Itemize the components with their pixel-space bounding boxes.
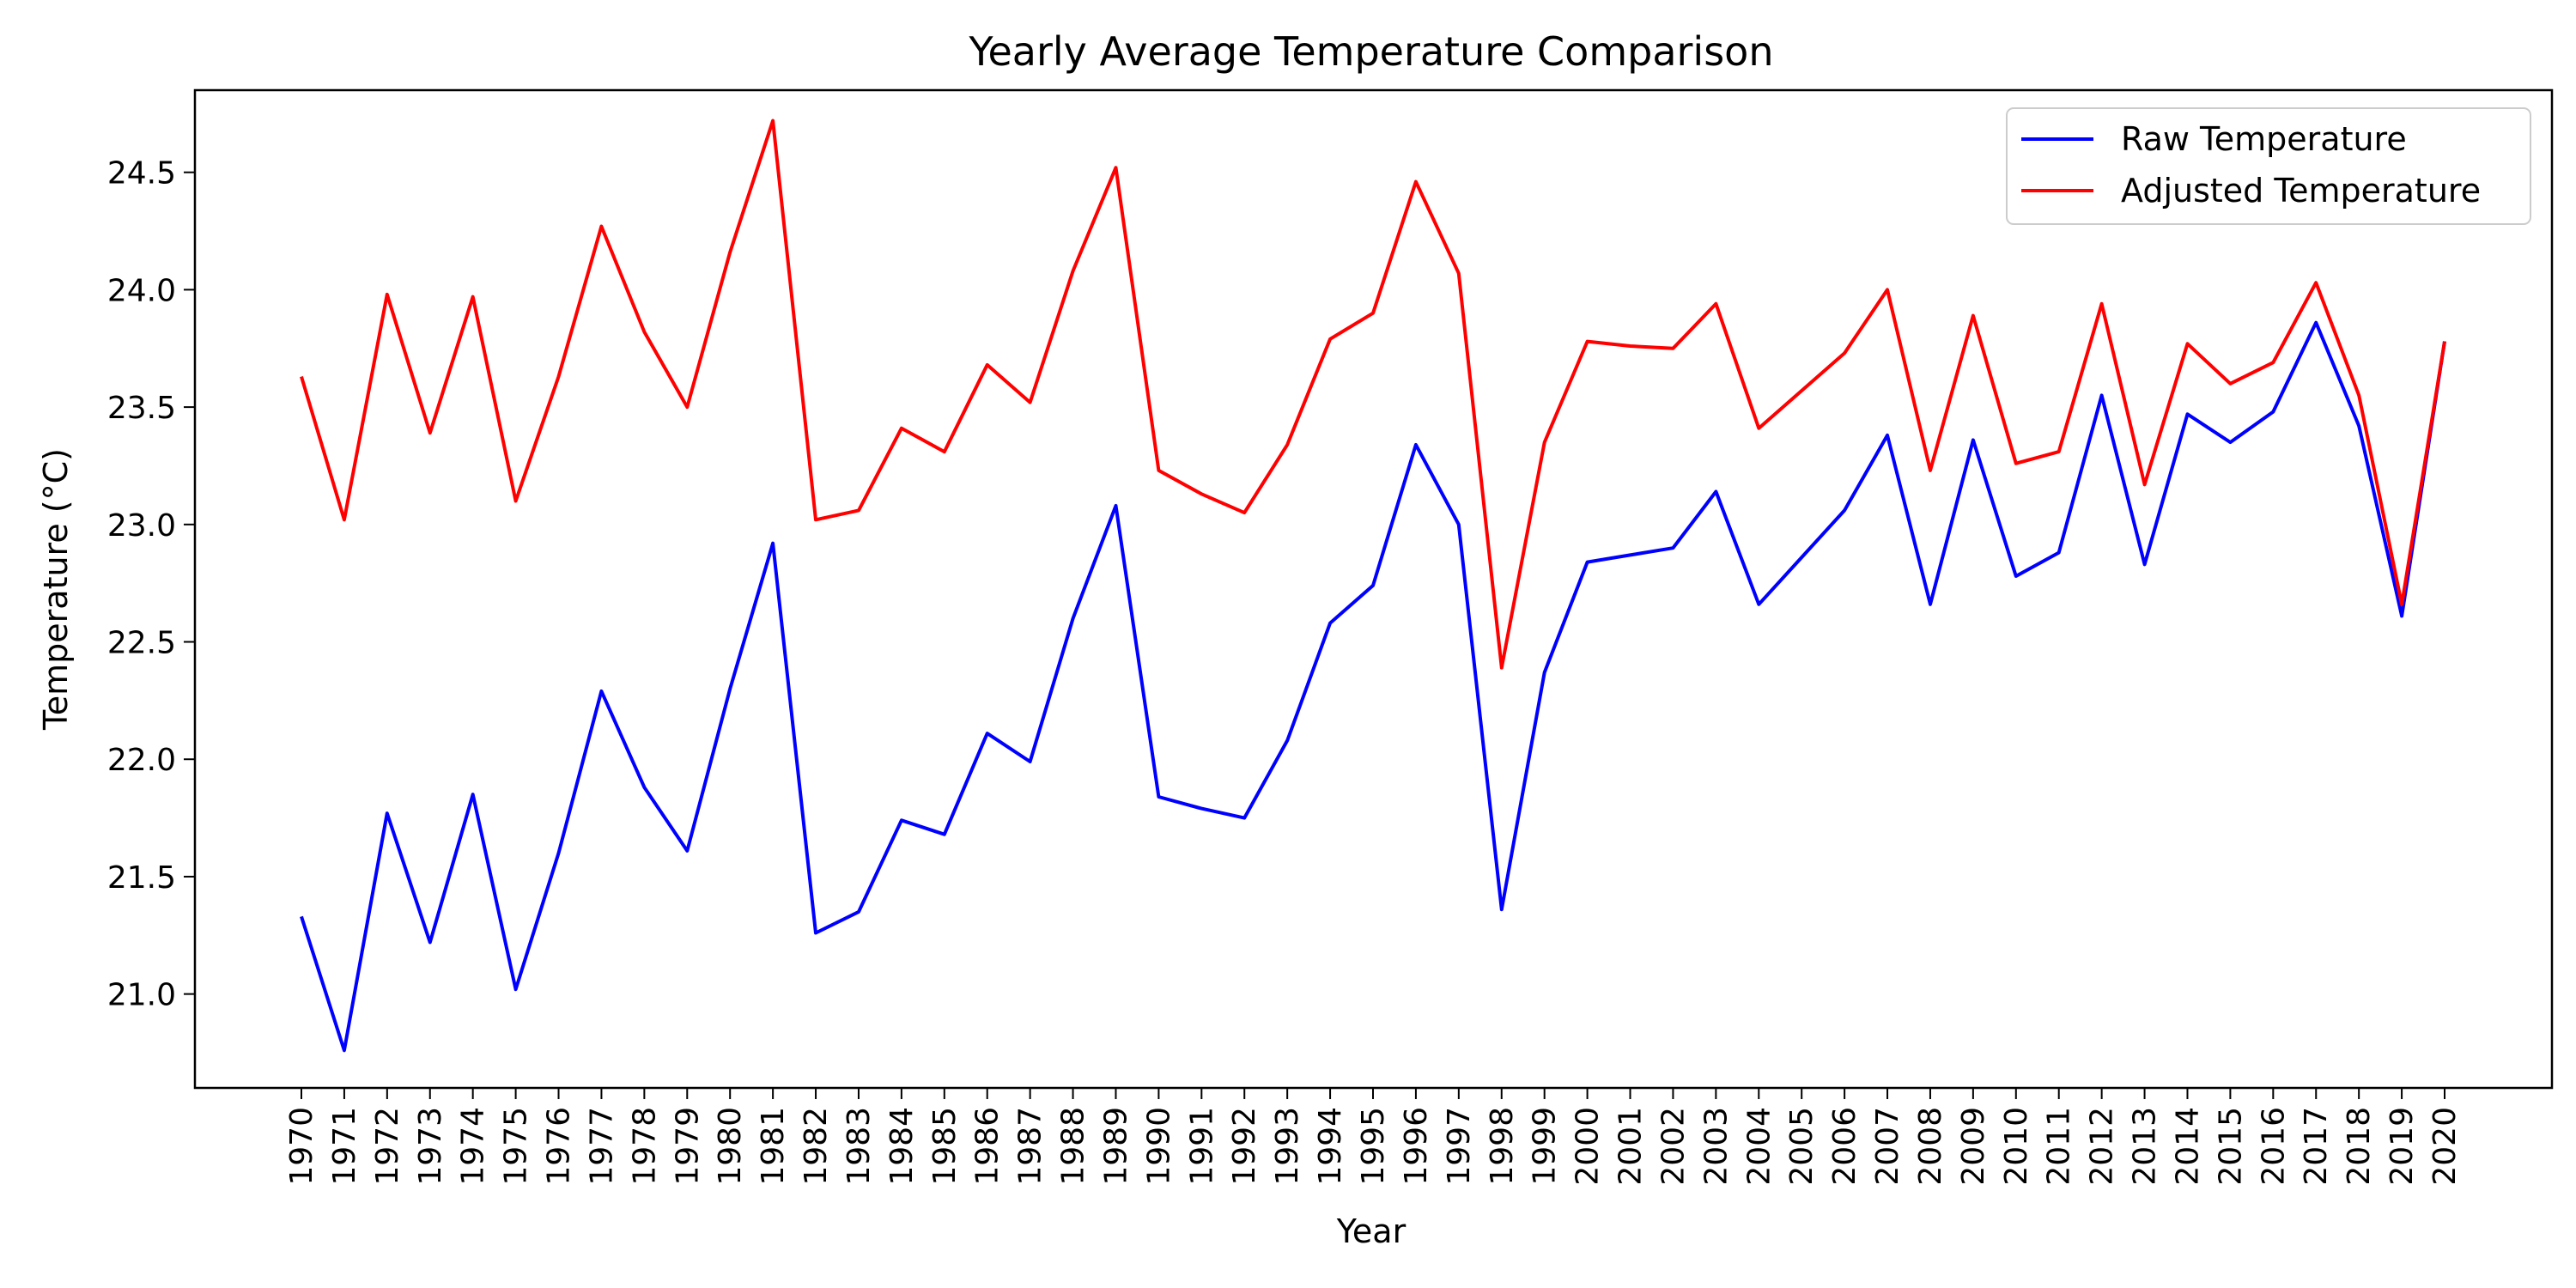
x-tick-label: 2004 [1741, 1107, 1777, 1186]
x-tick-label: 2010 [1999, 1107, 2034, 1186]
x-tick-label: 1992 [1227, 1107, 1262, 1186]
x-tick-label: 2013 [2128, 1107, 2163, 1186]
x-axis: 1970 1971 1972 1973 1974 1975 1976 1977 1978 1979… [284, 1088, 2463, 1186]
x-tick-label: 2014 [2170, 1107, 2205, 1186]
x-tick-label: 1999 [1528, 1107, 1563, 1186]
x-tick-label: 1980 [713, 1107, 748, 1186]
plot-area [193, 88, 2554, 1090]
legend: Raw Temperature Adjusted Temperature [2006, 107, 2531, 225]
x-tick-label: 2019 [2385, 1107, 2420, 1186]
x-tick-label: 1977 [584, 1107, 619, 1186]
legend-box [2006, 107, 2531, 225]
x-tick-label: 1997 [1442, 1107, 1477, 1186]
x-tick-label: 1990 [1141, 1107, 1176, 1186]
x-tick-label: 2015 [2213, 1107, 2248, 1186]
x-tick-label: 2016 [2256, 1107, 2291, 1186]
plot-frame [193, 88, 2554, 1090]
x-tick-label: 1979 [670, 1107, 705, 1186]
y-tick-label: 22.5 [107, 626, 176, 661]
x-tick-label: 2007 [1870, 1107, 1905, 1186]
x-tick-label: 1989 [1098, 1107, 1133, 1186]
y-axis-label: Temperature (°C) [37, 448, 75, 731]
x-tick-label: 1991 [1184, 1107, 1219, 1186]
chart-title: Yearly Average Temperature Comparison [969, 28, 1774, 75]
legend-label: Raw Temperature [2121, 120, 2407, 158]
x-tick-label: 2020 [2427, 1107, 2463, 1186]
series-layer [300, 118, 2446, 1053]
x-axis-label: Year [1336, 1212, 1406, 1250]
y-tick-label: 23.5 [107, 391, 176, 426]
x-tick-label: 2009 [1956, 1107, 1991, 1186]
x-tick-label: 1981 [756, 1107, 791, 1186]
series-line [300, 118, 2446, 670]
x-tick-label: 2001 [1613, 1107, 1649, 1186]
y-tick-label: 24.0 [107, 273, 176, 308]
x-tick-label: 1975 [499, 1107, 534, 1186]
x-tick-label: 2018 [2342, 1107, 2377, 1186]
x-tick-label: 1994 [1313, 1107, 1348, 1186]
y-tick-label: 24.5 [107, 156, 176, 191]
x-tick-label: 1976 [542, 1107, 577, 1186]
x-tick-label: 2011 [2042, 1107, 2077, 1186]
x-tick-label: 1993 [1270, 1107, 1305, 1186]
x-tick-label: 1998 [1485, 1107, 1520, 1186]
x-tick-label: 2003 [1698, 1107, 1734, 1186]
y-axis: 21.0 21.5 22.0 22.5 23.0 23.5 24.0 24.5 [107, 156, 195, 1013]
x-tick-label: 1996 [1399, 1107, 1434, 1186]
series-line [300, 320, 2446, 1053]
x-tick-label: 1988 [1056, 1107, 1091, 1186]
x-tick-label: 2012 [2085, 1107, 2120, 1186]
x-tick-label: 2005 [1784, 1107, 1820, 1186]
y-tick-label: 23.0 [107, 508, 176, 544]
y-tick-label: 21.5 [107, 860, 176, 896]
x-tick-label: 1974 [456, 1107, 491, 1186]
x-tick-label: 1995 [1356, 1107, 1391, 1186]
x-tick-label: 1985 [927, 1107, 963, 1186]
x-tick-label: 1971 [327, 1107, 362, 1186]
x-tick-label: 1987 [1013, 1107, 1048, 1186]
y-tick-label: 22.0 [107, 743, 176, 778]
x-tick-label: 1972 [370, 1107, 405, 1186]
x-tick-label: 2000 [1571, 1107, 1606, 1186]
x-tick-label: 1978 [627, 1107, 662, 1186]
x-tick-label: 2008 [1913, 1107, 1948, 1186]
x-tick-label: 2006 [1827, 1107, 1862, 1186]
x-tick-label: 1982 [799, 1107, 834, 1186]
x-tick-label: 1983 [841, 1107, 877, 1186]
x-tick-label: 2002 [1656, 1107, 1691, 1186]
y-tick-label: 21.0 [107, 978, 176, 1013]
legend-label: Adjusted Temperature [2121, 172, 2481, 210]
x-tick-label: 1984 [884, 1107, 920, 1186]
x-tick-label: 2017 [2299, 1107, 2334, 1186]
x-tick-label: 1970 [284, 1107, 319, 1186]
x-tick-label: 1986 [970, 1107, 1005, 1186]
x-tick-label: 1973 [413, 1107, 448, 1186]
